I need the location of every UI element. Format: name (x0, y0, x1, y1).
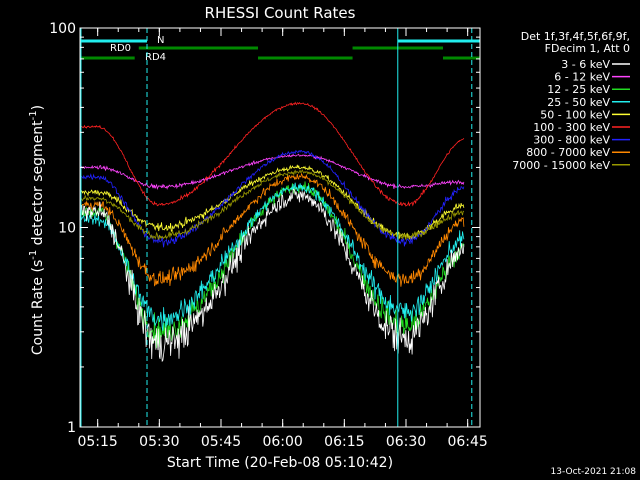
legend-entry-label: 12 - 25 keV (547, 83, 610, 96)
state-bar-label: RD4 (145, 52, 166, 63)
series-line (80, 188, 465, 363)
plot-area: N RD0 RD4 05:15 05:30 05:45 06:00 06:15 06:30 06… (49, 21, 488, 450)
y-tick-label: 10 (58, 221, 76, 237)
legend-entry-label: 7000 - 15000 keV (512, 159, 610, 172)
series-line (80, 168, 465, 241)
x-tick-label: 06:30 (386, 434, 426, 450)
series-line (80, 153, 465, 191)
x-tick-label: 06:00 (262, 434, 302, 450)
attenuator-bars: N RD0 RD4 (80, 35, 480, 63)
x-tick-label: 06:15 (324, 434, 364, 450)
state-bar-label: RD0 (110, 43, 131, 54)
series-line (80, 182, 465, 331)
legend-entry-label: 3 - 6 keV (561, 58, 610, 71)
legend-header-line-2: FDecim 1, Att 0 (545, 42, 630, 55)
x-tick-label: 05:30 (139, 434, 179, 450)
legend-entry-label: 25 - 50 keV (547, 96, 610, 109)
series-line (80, 149, 465, 248)
x-tick-label: 05:15 (77, 434, 117, 450)
legend-entry-label: 100 - 300 keV (533, 121, 610, 134)
state-bar-label: N (157, 35, 164, 46)
series-line (80, 101, 465, 207)
series-lines (80, 101, 465, 363)
legend-entry-label: 6 - 12 keV (554, 71, 610, 84)
series-line (80, 172, 465, 287)
legend-entry-label: 50 - 100 keV (540, 108, 610, 121)
legend-header-line-1: Det 1f,3f,4f,5f,6f,9f, (521, 30, 630, 43)
x-axis-label: Start Time (20-Feb-08 05:10:42) (167, 455, 393, 471)
axis-ticks: 05:15 05:30 05:45 06:00 06:15 06:30 06:45 1 10 10… (49, 21, 488, 450)
x-tick-label: 06:45 (447, 434, 487, 450)
legend-entry-label: 800 - 7000 keV (526, 146, 610, 159)
legend-entry-label: 300 - 800 keV (533, 134, 610, 147)
y-tick-label: 100 (49, 21, 76, 37)
legend: Det 1f,3f,4f,5f,6f,9f, FDecim 1, Att 0 3… (512, 30, 630, 172)
y-axis-label: Count Rate (s-1 detector segment-1) (28, 105, 46, 355)
chart-title: RHESSI Count Rates (205, 4, 356, 22)
footer-timestamp: 13-Oct-2021 21:08 (551, 467, 637, 477)
x-tick-label: 05:45 (201, 434, 241, 450)
y-tick-label: 1 (67, 420, 76, 436)
